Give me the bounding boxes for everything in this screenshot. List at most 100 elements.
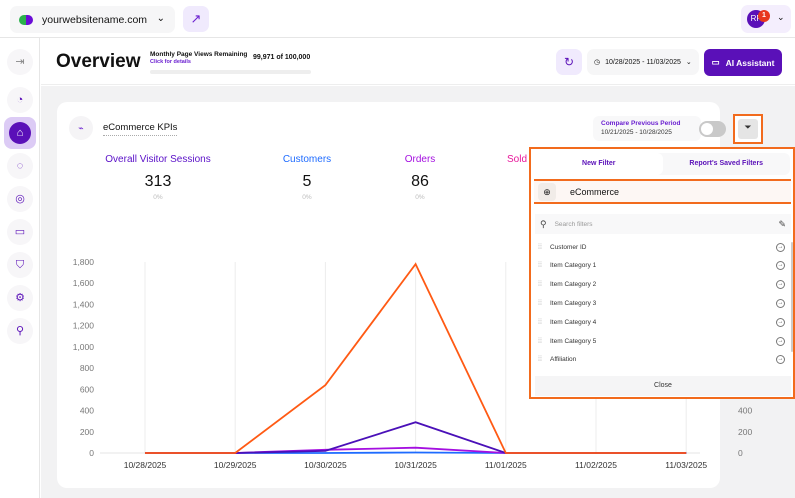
card-title[interactable]: eCommerce KPIs [103, 122, 178, 136]
kpi-value: 313 [144, 173, 172, 190]
kpi-label: Orders [404, 154, 436, 165]
shopping-bag-icon: ⌂ [9, 122, 31, 144]
eraser-icon[interactable]: ✎ [778, 218, 786, 229]
y-tick-label: 0 [89, 448, 94, 458]
kpi-change: 0% [415, 194, 425, 201]
sidebar-item-privacy[interactable]: ⛉ [7, 252, 33, 278]
user-menu[interactable]: RF 1 ⌄ [741, 5, 791, 33]
filter-button[interactable]: ⏷ [733, 114, 763, 144]
y-tick-label: 800 [80, 363, 94, 373]
page-views-value: 99,971 of 100,000 [253, 54, 311, 61]
filter-item-label: Affiliation [550, 356, 577, 364]
y-tick-label: 600 [80, 384, 94, 394]
y-tick-label: 1,000 [73, 342, 95, 352]
kpi-value: 5 [302, 173, 312, 190]
page-title: Overview [56, 51, 141, 72]
filter-item-label: Customer ID [550, 243, 587, 251]
ai-assistant-label: AI Assistant [725, 57, 775, 68]
sidebar-item-account[interactable]: ⚲ [7, 318, 33, 344]
filter-item-label: Item Category 3 [550, 299, 597, 307]
filter-item[interactable]: ⁞⁞ Item Category 4 → [535, 314, 787, 330]
filter-item-label: Item Category 1 [550, 262, 597, 270]
page-views-details-link[interactable]: Click for details [150, 59, 191, 65]
site-name: yourwebsitename.com [42, 13, 148, 26]
drag-handle-icon[interactable]: ⁞⁞ [538, 299, 542, 307]
kpi-label: Sold [507, 154, 528, 165]
drag-handle-icon[interactable]: ⁞⁞ [538, 337, 542, 345]
drag-handle-icon[interactable]: ⁞⁞ [538, 243, 542, 251]
sidebar-item-dashboard[interactable]: ◔ [7, 87, 33, 113]
tab-saved-filters[interactable]: Report's Saved Filters [689, 160, 764, 167]
x-tick-label: 10/30/2025 [304, 460, 347, 470]
site-selector[interactable]: yourwebsitename.com ⌄ [10, 6, 175, 33]
y-tick-label: 1,800 [73, 257, 95, 267]
drag-handle-icon[interactable]: ⁞⁞ [538, 262, 542, 270]
compare-label: Compare Previous Period [601, 120, 681, 127]
filter-item[interactable]: ⁞⁞ Item Category 5 → [535, 333, 787, 349]
kpi-sold: Sold [507, 154, 567, 165]
drag-handle-icon[interactable]: ⁞⁞ [538, 356, 542, 364]
kpi-orders: Orders 86 0% [380, 154, 460, 201]
search-input[interactable]: Search filters [554, 220, 593, 228]
page-views-progress [150, 70, 311, 74]
arrow-right-icon[interactable]: → [776, 280, 785, 290]
compare-period: Compare Previous Period 10/21/2025 - 10/2… [593, 116, 701, 141]
sidebar-item-heatmaps[interactable]: ◎ [7, 186, 33, 212]
right-y-tick-label: 200 [738, 427, 752, 437]
kpi-value: 86 [411, 173, 429, 190]
right-y-tick-label: 400 [738, 406, 752, 416]
arrow-right-icon[interactable]: → [776, 336, 785, 346]
kpi-change: 0% [153, 194, 163, 201]
filter-tabs: New Filter Report's Saved Filters [535, 153, 790, 175]
clock-icon: ◷ [594, 59, 601, 66]
sidebar-item-feedback[interactable]: ▭ [7, 219, 33, 245]
refresh-button[interactable]: ↻ [556, 49, 582, 75]
sidebar-item-analytics[interactable]: ◌ [7, 153, 33, 179]
kpi-sessions: Overall Visitor Sessions 313 0% [103, 154, 213, 201]
sidebar-item-settings[interactable]: ⚙ [7, 285, 33, 311]
ai-assistant-button[interactable]: ▭ AI Assistant [704, 49, 782, 76]
filter-item[interactable]: ⁞⁞ Item Category 1 → [535, 258, 787, 274]
site-logo-icon [19, 14, 33, 25]
filter-item[interactable]: ⁞⁞ Item Category 2 → [535, 277, 787, 293]
y-tick-label: 400 [80, 406, 94, 416]
category-label: eCommerce [570, 186, 620, 197]
arrow-right-icon[interactable]: → [776, 298, 785, 308]
filter-item-label: Item Category 2 [550, 281, 597, 289]
open-site-button[interactable]: ↗ [183, 6, 209, 32]
arrow-right-icon[interactable]: → [776, 242, 785, 252]
search-icon: ⚲ [540, 218, 547, 229]
arrow-right-icon[interactable]: → [776, 317, 785, 327]
x-tick-label: 11/01/2025 [485, 460, 527, 470]
x-tick-label: 10/29/2025 [214, 460, 257, 470]
filter-item-label: Item Category 4 [550, 318, 597, 326]
filter-item[interactable]: ⁞⁞ Affiliation → [535, 352, 787, 368]
drag-handle-icon[interactable]: ⁞⁞ [538, 281, 542, 289]
x-tick-label: 10/31/2025 [394, 460, 437, 470]
scrollbar[interactable] [791, 242, 793, 352]
arrow-right-icon[interactable]: → [776, 355, 785, 365]
compare-toggle[interactable] [699, 121, 726, 137]
sidebar-item-ecommerce[interactable]: ⌂ [4, 117, 36, 149]
close-button[interactable]: Close [535, 376, 791, 396]
filter-item[interactable]: ⁞⁞ Item Category 3 → [535, 295, 787, 311]
compare-range: 10/21/2025 - 10/28/2025 [601, 129, 672, 136]
arrow-right-icon[interactable]: → [776, 261, 785, 271]
x-tick-label: 10/28/2025 [124, 460, 167, 470]
date-range-value: 10/28/2025 - 11/03/2025 [605, 58, 681, 66]
kpi-label: Overall Visitor Sessions [105, 154, 211, 165]
chevron-down-icon: ⌄ [685, 59, 692, 66]
trend-chart-icon[interactable]: ⌁ [69, 116, 93, 140]
date-range-picker[interactable]: ◷ 10/28/2025 - 11/03/2025 ⌄ [587, 49, 699, 75]
filter-category[interactable]: ⊕ eCommerce [534, 179, 791, 204]
tab-new-filter[interactable]: New Filter [535, 153, 663, 175]
chevron-down-icon: ⌄ [156, 13, 165, 24]
search-filters[interactable]: ⚲ Search filters ✎ [535, 214, 791, 234]
filter-item[interactable]: ⁞⁞ Customer ID → [535, 239, 787, 255]
notification-badge: 1 [758, 10, 770, 22]
collapse-sidebar-icon[interactable]: ⇥ [7, 49, 33, 75]
kpi-change: 0% [302, 194, 312, 201]
drag-handle-icon[interactable]: ⁞⁞ [538, 318, 542, 326]
sidebar: ⇥ ◔ ⌂ ◌ ◎ ▭ ⛉ ⚙ ⚲ [0, 38, 40, 498]
x-tick-label: 11/02/2025 [575, 460, 617, 470]
